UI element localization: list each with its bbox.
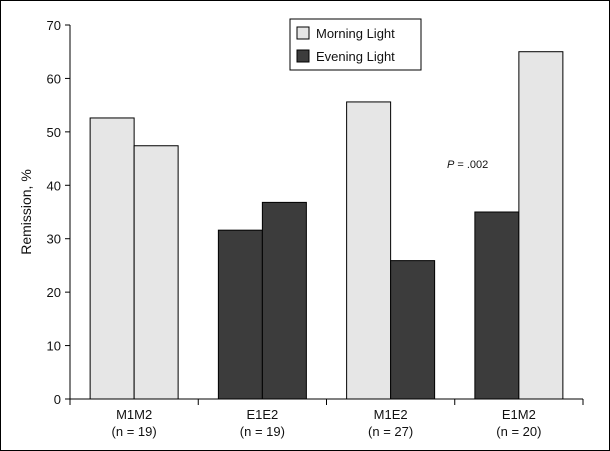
p-value-text: = .002 <box>454 159 488 171</box>
x-tick-label: M1E2 <box>374 407 408 422</box>
x-tick-sublabel: (n = 20) <box>496 424 541 439</box>
x-axis: M1M2 (n = 19) E1E2 (n = 19) M1E2 (n = 27) E1M2… <box>69 398 584 439</box>
y-tick-label: 0 <box>54 392 61 407</box>
x-tick-sublabel: (n = 27) <box>368 424 413 439</box>
legend-label-evening-light: Evening Light <box>316 49 395 64</box>
legend-frame <box>289 18 422 71</box>
bar-m1m2-2 <box>133 145 179 400</box>
y-axis: 0 10 20 30 40 50 60 70 <box>47 18 71 407</box>
bar-m1e2-2 <box>390 260 436 400</box>
x-tick-label: M1M2 <box>116 407 152 422</box>
y-tick-label: 30 <box>47 232 61 247</box>
legend-label-morning-light: Morning Light <box>316 26 395 41</box>
bar-e1e2-2 <box>261 201 307 400</box>
bar-e1m2-1 <box>474 211 520 400</box>
p-value-annotation: P = .002 <box>447 159 488 171</box>
bars-layer <box>89 51 564 400</box>
bar-e1e2-1 <box>217 229 263 400</box>
y-tick-label: 70 <box>47 18 61 33</box>
x-tick-sublabel: (n = 19) <box>240 424 285 439</box>
legend: Morning Light Evening Light <box>289 18 422 71</box>
x-tick-label: E1E2 <box>246 407 278 422</box>
y-tick-label: 60 <box>47 71 61 86</box>
x-tick-sublabel: (n = 19) <box>112 424 157 439</box>
bar-e1m2-2 <box>518 51 564 400</box>
bar-m1e2-1 <box>346 101 392 400</box>
legend-swatch-evening-light <box>296 49 310 63</box>
y-tick-label: 20 <box>47 285 61 300</box>
x-tick-label: E1M2 <box>502 407 536 422</box>
y-tick-label: 10 <box>47 339 61 354</box>
legend-swatch-morning-light <box>296 26 310 40</box>
p-value-symbol: P <box>447 159 455 171</box>
y-tick-label: 50 <box>47 125 61 140</box>
y-axis-title: Remission, % <box>18 169 34 255</box>
y-tick-label: 40 <box>47 178 61 193</box>
bar-m1m2-1 <box>89 117 135 400</box>
